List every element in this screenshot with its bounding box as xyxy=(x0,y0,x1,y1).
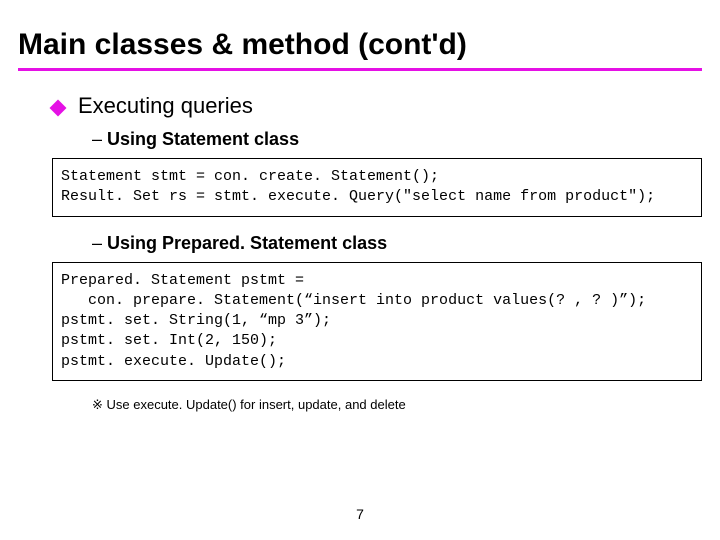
bullet-level2: Using Prepared. Statement class xyxy=(52,233,702,254)
sub-bullet-text: Using Statement class xyxy=(92,129,299,149)
slide: Main classes & method (cont'd) Executing… xyxy=(0,0,720,413)
slide-content: Executing queries Using Statement class … xyxy=(18,93,702,413)
title-underline xyxy=(18,68,702,71)
bullet-text: Executing queries xyxy=(78,93,253,119)
page-number: 7 xyxy=(0,506,720,522)
bullet-level2: Using Statement class xyxy=(52,129,702,150)
sub-bullet-text: Using Prepared. Statement class xyxy=(92,233,387,253)
diamond-bullet-icon xyxy=(50,100,67,117)
bullet-level1: Executing queries xyxy=(52,93,702,119)
footnote: ※ Use execute. Update() for insert, upda… xyxy=(52,397,702,413)
code-block-statement: Statement stmt = con. create. Statement(… xyxy=(52,158,702,217)
code-block-prepared: Prepared. Statement pstmt = con. prepare… xyxy=(52,262,702,381)
slide-title: Main classes & method (cont'd) xyxy=(18,28,702,62)
